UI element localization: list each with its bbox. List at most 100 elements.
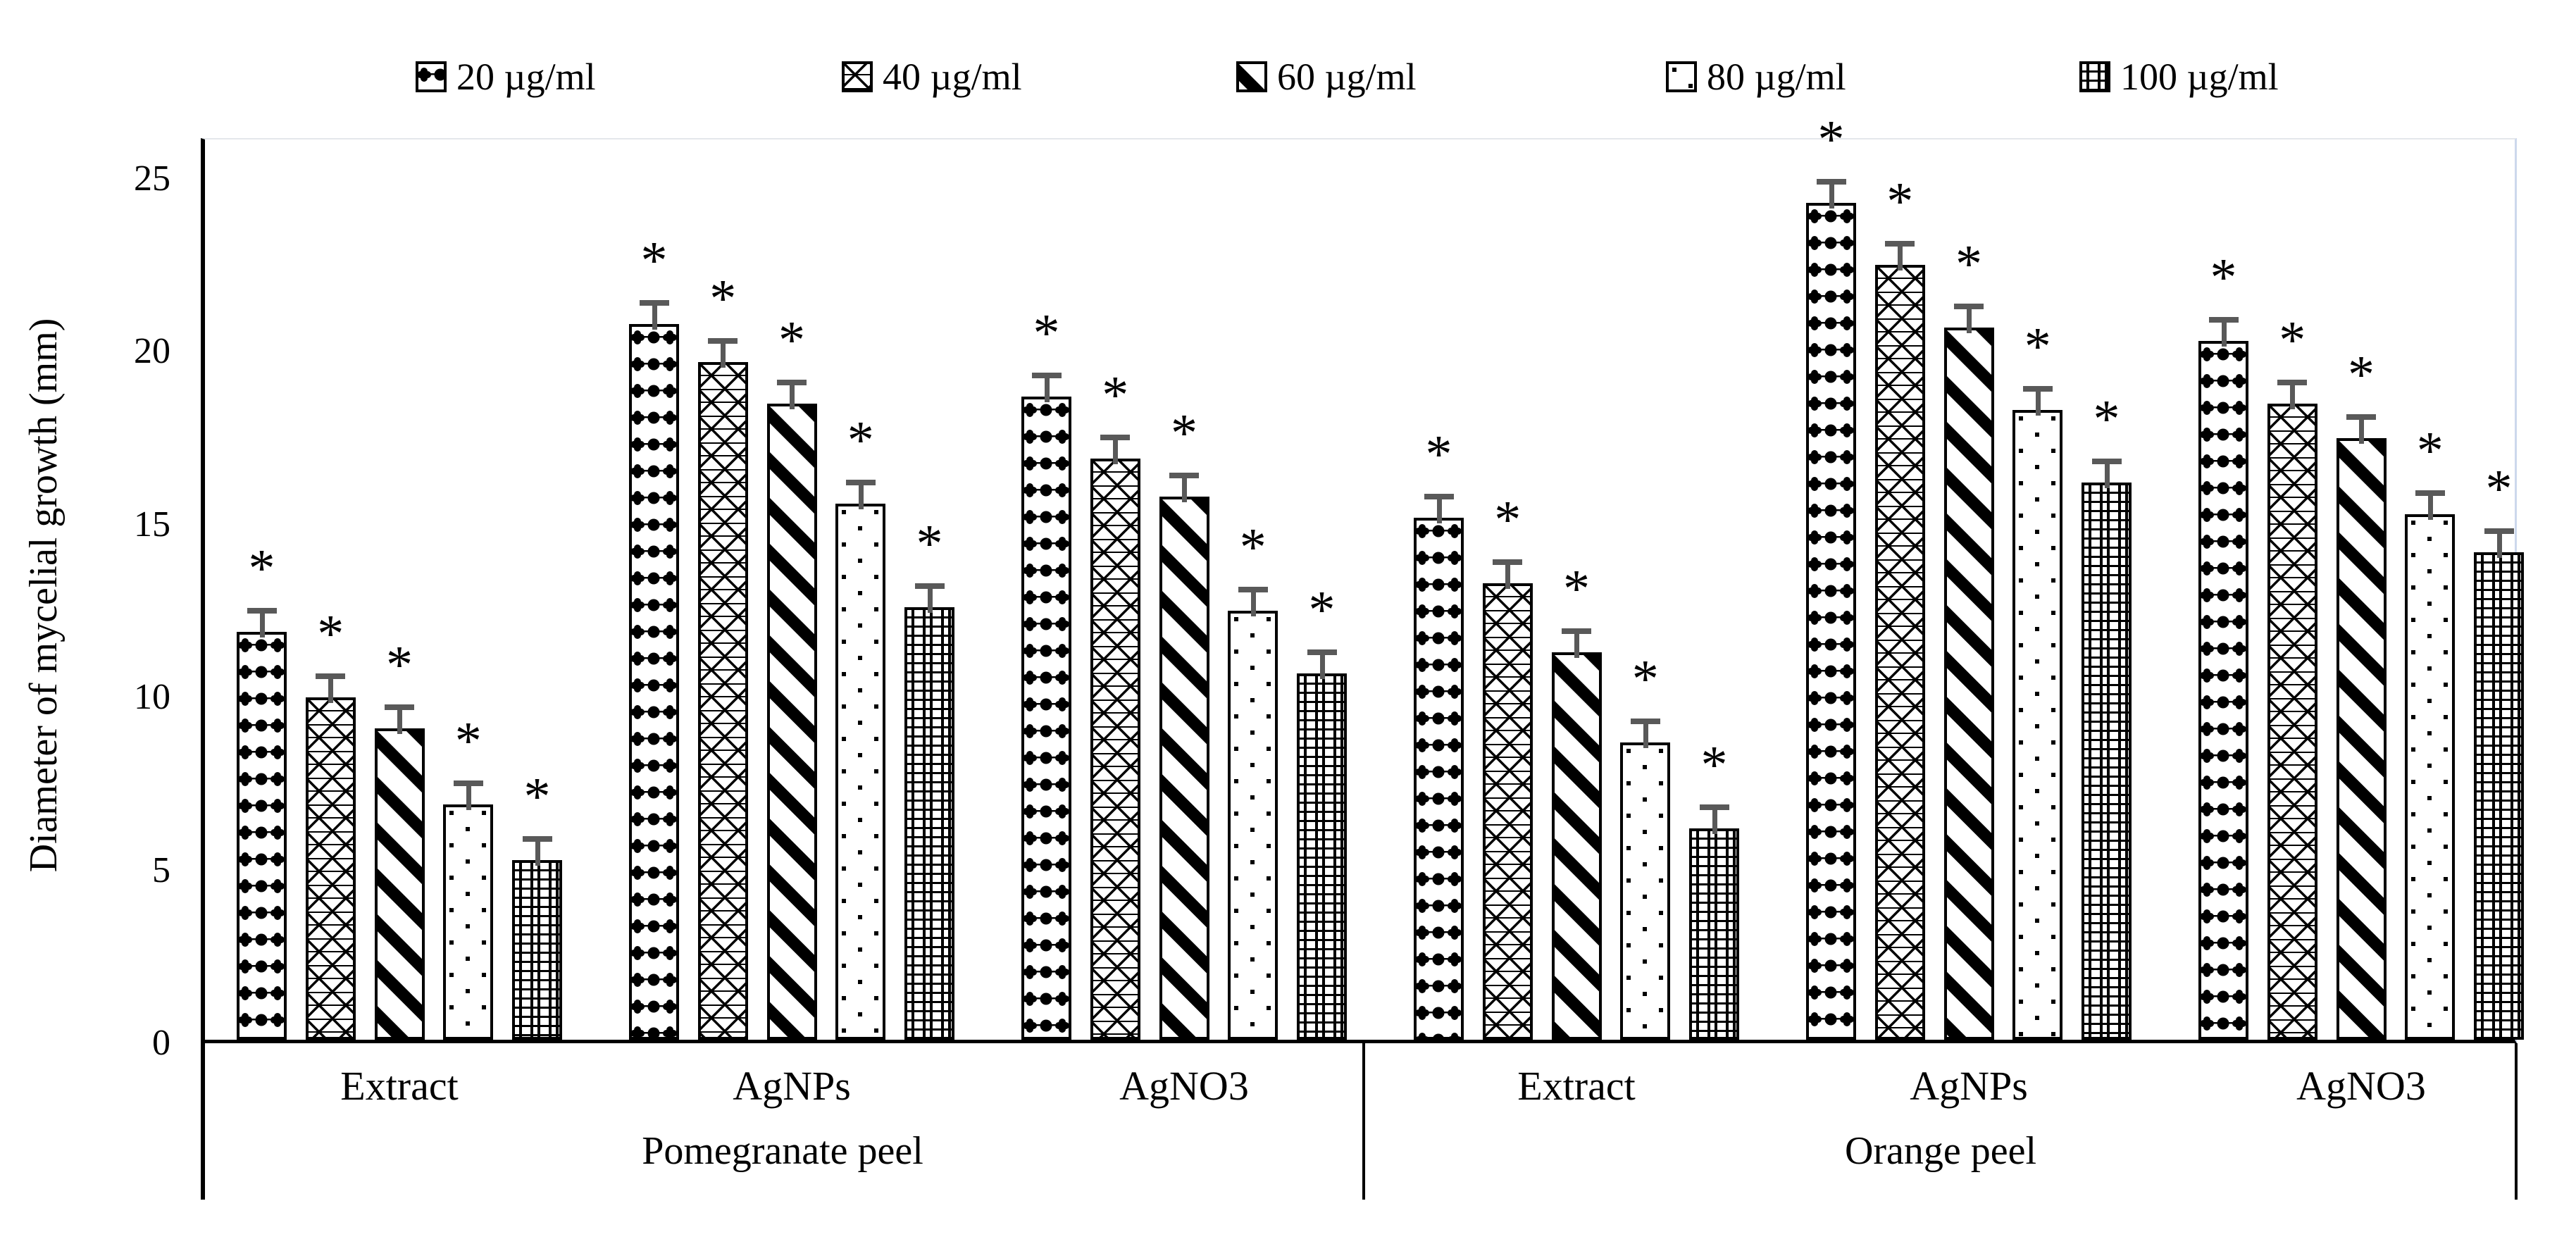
bar-80ugml bbox=[2405, 514, 2456, 1040]
error-bar-stem bbox=[1182, 475, 1187, 502]
bar-slot: * bbox=[1943, 139, 1994, 1040]
significance-star: * bbox=[2485, 459, 2513, 518]
error-bar bbox=[247, 608, 277, 637]
error-bar-stem bbox=[2104, 461, 2110, 488]
bar-slot: * bbox=[766, 139, 817, 1040]
significance-star: * bbox=[1033, 304, 1060, 363]
significance-star: * bbox=[386, 635, 413, 695]
bar-40ugml bbox=[697, 362, 748, 1040]
error-bar-stem bbox=[2290, 382, 2296, 409]
error-bar-cap bbox=[247, 608, 277, 614]
bar-100ugml bbox=[2474, 552, 2524, 1040]
category-label-agno3: AgNO3 bbox=[1119, 1063, 1249, 1109]
legend-item: 80 µg/ml bbox=[1666, 56, 1846, 98]
significance-star: * bbox=[523, 767, 551, 826]
error-bar-stem bbox=[535, 839, 540, 866]
error-bar-cap bbox=[777, 380, 807, 385]
error-bar-stem bbox=[1505, 562, 1511, 589]
bar-60ugml bbox=[1159, 497, 1209, 1040]
significance-star: * bbox=[454, 711, 482, 771]
bar-60ugml bbox=[1551, 652, 1602, 1040]
error-bar-stem bbox=[2359, 417, 2364, 444]
significance-star: * bbox=[1239, 518, 1267, 577]
bar-slot: * bbox=[1874, 139, 1925, 1040]
error-bar-stem bbox=[1044, 375, 1050, 402]
peel-group-label-pomegranate: Pomegranate peel bbox=[642, 1129, 923, 1173]
error-bar bbox=[1238, 587, 1268, 616]
error-bar-cap bbox=[1699, 804, 1729, 810]
error-bar-stem bbox=[2427, 493, 2433, 520]
bar-group-agno3-pomegranate: * * * * * bbox=[1021, 139, 1347, 1040]
bar-slot: * bbox=[1159, 139, 1209, 1040]
bar-100ugml bbox=[2082, 483, 2132, 1040]
bar-80ugml bbox=[2012, 410, 2063, 1040]
error-bar-cap bbox=[1885, 241, 1915, 247]
error-bar-cap bbox=[708, 338, 738, 344]
error-bar-stem bbox=[397, 707, 402, 734]
error-bar-cap bbox=[2091, 459, 2122, 464]
error-bar bbox=[453, 780, 483, 810]
category-separator bbox=[2515, 1043, 2518, 1200]
y-tick-label-15: 15 bbox=[134, 504, 170, 545]
error-bar-stem bbox=[1898, 244, 1903, 270]
legend-swatch-100-icon bbox=[2079, 61, 2110, 92]
significance-star: * bbox=[1886, 172, 1914, 231]
significance-star: * bbox=[2024, 317, 2051, 376]
significance-star: * bbox=[1102, 366, 1129, 425]
error-bar-stem bbox=[466, 783, 471, 810]
bar-100ugml bbox=[1689, 828, 1739, 1040]
bar-slot: * bbox=[2336, 139, 2387, 1040]
error-bar-stem bbox=[328, 676, 334, 703]
significance-star: * bbox=[248, 539, 275, 598]
error-bar bbox=[2208, 317, 2239, 347]
error-bar-stem bbox=[1712, 807, 1717, 834]
significance-star: * bbox=[916, 514, 943, 573]
error-bar-stem bbox=[1967, 306, 1972, 333]
error-bar bbox=[2484, 528, 2514, 558]
error-bar-stem bbox=[2035, 389, 2041, 416]
error-bar bbox=[1630, 719, 1660, 748]
bar-slot: * bbox=[512, 139, 562, 1040]
category-label-agnps: AgNPs bbox=[733, 1063, 851, 1109]
bar-slot: * bbox=[697, 139, 748, 1040]
error-bar bbox=[1169, 473, 1199, 502]
error-bar bbox=[2346, 414, 2376, 444]
category-label-extract: Extract bbox=[1517, 1063, 1636, 1109]
bar-20ugml bbox=[1414, 518, 1464, 1040]
category-separator bbox=[1362, 1043, 1365, 1200]
error-bar bbox=[1885, 241, 1915, 270]
error-bar-cap bbox=[1954, 304, 1984, 309]
significance-star: * bbox=[1563, 559, 1590, 618]
error-bar bbox=[845, 480, 876, 509]
error-bar-stem bbox=[1829, 182, 1834, 209]
y-tick-label-20: 20 bbox=[134, 331, 170, 371]
significance-star: * bbox=[2279, 311, 2306, 370]
error-bar-stem bbox=[927, 586, 933, 613]
legend-item: 20 µg/ml bbox=[416, 56, 596, 98]
error-bar bbox=[2415, 490, 2445, 520]
error-bar-stem bbox=[1643, 721, 1648, 748]
legend-label: 20 µg/ml bbox=[456, 56, 596, 98]
bar-80ugml bbox=[1620, 742, 1671, 1040]
legend-swatch-40-icon bbox=[842, 61, 873, 92]
error-bar bbox=[1307, 649, 1337, 679]
bar-slot: * bbox=[1090, 139, 1140, 1040]
bar-group-extract-pomegranate: * * * * * bbox=[237, 139, 562, 1040]
bar-80ugml bbox=[443, 804, 494, 1040]
bar-80ugml bbox=[1228, 611, 1278, 1040]
bar-60ugml bbox=[1943, 328, 1994, 1040]
bar-slot: * bbox=[1482, 139, 1533, 1040]
bar-slot: * bbox=[374, 139, 425, 1040]
error-bar-cap bbox=[453, 780, 483, 786]
error-bar-cap bbox=[1100, 435, 1131, 440]
error-bar-cap bbox=[1307, 649, 1337, 655]
category-label-agnps: AgNPs bbox=[1910, 1063, 2028, 1109]
error-bar bbox=[1424, 494, 1454, 523]
legend-swatch-60-icon bbox=[1236, 61, 1267, 92]
error-bar-cap bbox=[1562, 628, 1591, 634]
error-bar-cap bbox=[914, 583, 945, 589]
bar-group-agnps-orange: * * * * * bbox=[1806, 113, 2132, 1040]
error-bar-cap bbox=[1031, 373, 1062, 378]
bar-slot: * bbox=[443, 139, 494, 1040]
